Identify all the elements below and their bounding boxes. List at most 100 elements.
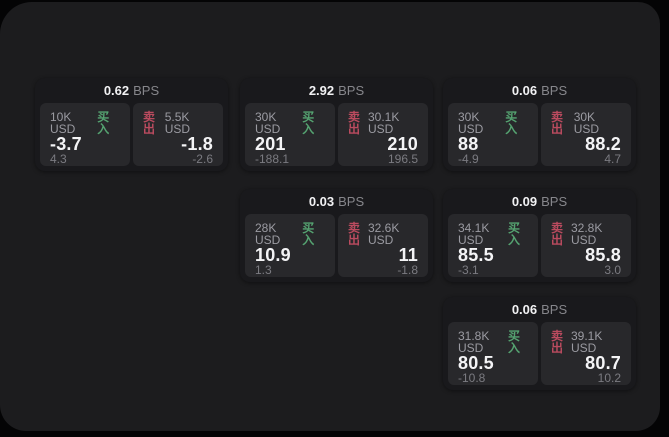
buy-side-label: 买入 xyxy=(505,110,518,136)
sell-side-label: 卖出 xyxy=(143,110,156,136)
buy-section[interactable]: 28K USD 买入 10.9 1.3 xyxy=(245,214,335,277)
buy-top-row: 10K USD 买入 xyxy=(50,111,120,135)
bps-card: 0.09 BPS 34.1K USD 买入 85.5 -3.1 卖出 32.8K… xyxy=(443,189,636,282)
sell-delta: -2.6 xyxy=(192,152,213,166)
card-header: 0.06 BPS xyxy=(443,78,636,103)
sell-price: 80.7 xyxy=(585,353,621,373)
buy-section[interactable]: 31.8K USD 买入 80.5 -10.8 xyxy=(448,322,538,385)
sell-side-label: 卖出 xyxy=(551,221,564,247)
sell-price: -1.8 xyxy=(181,134,213,154)
bps-card: 2.92 BPS 30K USD 买入 201 -188.1 卖出 30.1K … xyxy=(240,78,433,171)
sell-price: 11 xyxy=(398,245,418,265)
card-header: 0.03 BPS xyxy=(240,189,433,214)
sell-side-label: 卖出 xyxy=(551,329,564,355)
sell-section[interactable]: 卖出 39.1K USD 80.7 10.2 xyxy=(541,322,631,385)
sell-delta: 4.7 xyxy=(604,152,621,166)
sell-section[interactable]: 卖出 30K USD 88.2 4.7 xyxy=(541,103,631,166)
buy-amount-label: 30K USD xyxy=(255,110,281,136)
sell-top-row: 卖出 30K USD xyxy=(551,111,621,135)
sell-section[interactable]: 卖出 5.5K USD -1.8 -2.6 xyxy=(133,103,223,166)
buy-top-row: 31.8K USD 买入 xyxy=(458,330,528,354)
bps-value: 0.03 xyxy=(308,194,335,209)
bps-unit-label: BPS xyxy=(133,83,160,98)
sell-delta: 10.2 xyxy=(597,371,621,385)
sell-top-row: 卖出 39.1K USD xyxy=(551,330,621,354)
sell-top-row: 卖出 5.5K USD xyxy=(143,111,213,135)
buy-top-row: 28K USD 买入 xyxy=(255,222,325,246)
buy-amount-label: 34.1K USD xyxy=(458,221,490,247)
bps-value: 0.09 xyxy=(511,194,538,209)
buy-delta: 4.3 xyxy=(50,152,67,166)
bps-value: 0.62 xyxy=(103,83,130,98)
bps-value: 2.92 xyxy=(308,83,335,98)
quote-sections: 30K USD 买入 201 -188.1 卖出 30.1K USD 210 1… xyxy=(240,103,433,171)
bps-card: 0.62 BPS 10K USD 买入 -3.7 4.3 卖出 5.5K USD… xyxy=(35,78,228,171)
buy-top-row: 30K USD 买入 xyxy=(458,111,528,135)
buy-price: 201 xyxy=(255,134,286,154)
buy-amount-label: 28K USD xyxy=(255,221,281,247)
sell-price: 210 xyxy=(387,134,418,154)
sell-top-row: 卖出 30.1K USD xyxy=(348,111,418,135)
buy-price: 10.9 xyxy=(255,245,291,265)
bps-card: 0.03 BPS 28K USD 买入 10.9 1.3 卖出 32.6K US… xyxy=(240,189,433,282)
buy-section[interactable]: 10K USD 买入 -3.7 4.3 xyxy=(40,103,130,166)
buy-delta: -4.9 xyxy=(458,152,479,166)
sell-amount-label: 32.6K USD xyxy=(368,221,400,247)
sell-amount-label: 30K USD xyxy=(573,110,600,136)
sell-section[interactable]: 卖出 32.6K USD 11 -1.8 xyxy=(338,214,428,277)
buy-delta: 1.3 xyxy=(255,263,272,277)
sell-amount-label: 5.5K USD xyxy=(164,110,191,136)
quote-sections: 34.1K USD 买入 85.5 -3.1 卖出 32.8K USD 85.8… xyxy=(443,214,636,282)
buy-delta: -10.8 xyxy=(458,371,486,385)
buy-price: 88 xyxy=(458,134,479,154)
sell-side-label: 卖出 xyxy=(551,110,564,136)
sell-delta: -1.8 xyxy=(397,263,418,277)
buy-top-row: 34.1K USD 买入 xyxy=(458,222,528,246)
buy-amount-label: 30K USD xyxy=(458,110,484,136)
sell-delta: 196.5 xyxy=(387,152,418,166)
sell-delta: 3.0 xyxy=(604,263,621,277)
bps-unit-label: BPS xyxy=(541,83,568,98)
buy-price: -3.7 xyxy=(50,134,82,154)
bps-value: 0.06 xyxy=(511,83,538,98)
sell-amount-label: 39.1K USD xyxy=(571,329,603,355)
card-header: 2.92 BPS xyxy=(240,78,433,103)
sell-price: 88.2 xyxy=(585,134,621,154)
quote-sections: 31.8K USD 买入 80.5 -10.8 卖出 39.1K USD 80.… xyxy=(443,322,636,390)
quote-sections: 28K USD 买入 10.9 1.3 卖出 32.6K USD 11 -1.8 xyxy=(240,214,433,282)
buy-side-label: 买入 xyxy=(97,110,110,136)
sell-side-label: 卖出 xyxy=(348,221,361,247)
buy-side-label: 买入 xyxy=(508,329,521,355)
buy-amount-label: 10K USD xyxy=(50,110,76,136)
sell-amount-label: 30.1K USD xyxy=(368,110,400,136)
card-header: 0.06 BPS xyxy=(443,297,636,322)
bps-unit-label: BPS xyxy=(338,194,365,209)
buy-price: 80.5 xyxy=(458,353,494,373)
buy-section[interactable]: 30K USD 买入 88 -4.9 xyxy=(448,103,538,166)
sell-top-row: 卖出 32.6K USD xyxy=(348,222,418,246)
sell-section[interactable]: 卖出 32.8K USD 85.8 3.0 xyxy=(541,214,631,277)
card-header: 0.62 BPS xyxy=(35,78,228,103)
bps-unit-label: BPS xyxy=(338,83,365,98)
sell-amount-label: 32.8K USD xyxy=(571,221,603,247)
quote-sections: 10K USD 买入 -3.7 4.3 卖出 5.5K USD -1.8 -2.… xyxy=(35,103,228,171)
buy-price: 85.5 xyxy=(458,245,494,265)
buy-top-row: 30K USD 买入 xyxy=(255,111,325,135)
bps-card: 0.06 BPS 30K USD 买入 88 -4.9 卖出 30K USD 8… xyxy=(443,78,636,171)
buy-side-label: 买入 xyxy=(302,221,315,247)
buy-side-label: 买入 xyxy=(508,221,521,247)
card-header: 0.09 BPS xyxy=(443,189,636,214)
sell-top-row: 卖出 32.8K USD xyxy=(551,222,621,246)
buy-section[interactable]: 30K USD 买入 201 -188.1 xyxy=(245,103,335,166)
buy-delta: -188.1 xyxy=(255,152,290,166)
bps-card: 0.06 BPS 31.8K USD 买入 80.5 -10.8 卖出 39.1… xyxy=(443,297,636,390)
sell-section[interactable]: 卖出 30.1K USD 210 196.5 xyxy=(338,103,428,166)
bps-unit-label: BPS xyxy=(541,194,568,209)
buy-section[interactable]: 34.1K USD 买入 85.5 -3.1 xyxy=(448,214,538,277)
buy-amount-label: 31.8K USD xyxy=(458,329,490,355)
bps-unit-label: BPS xyxy=(541,302,568,317)
bps-value: 0.06 xyxy=(511,302,538,317)
buy-side-label: 买入 xyxy=(302,110,315,136)
sell-side-label: 卖出 xyxy=(348,110,361,136)
